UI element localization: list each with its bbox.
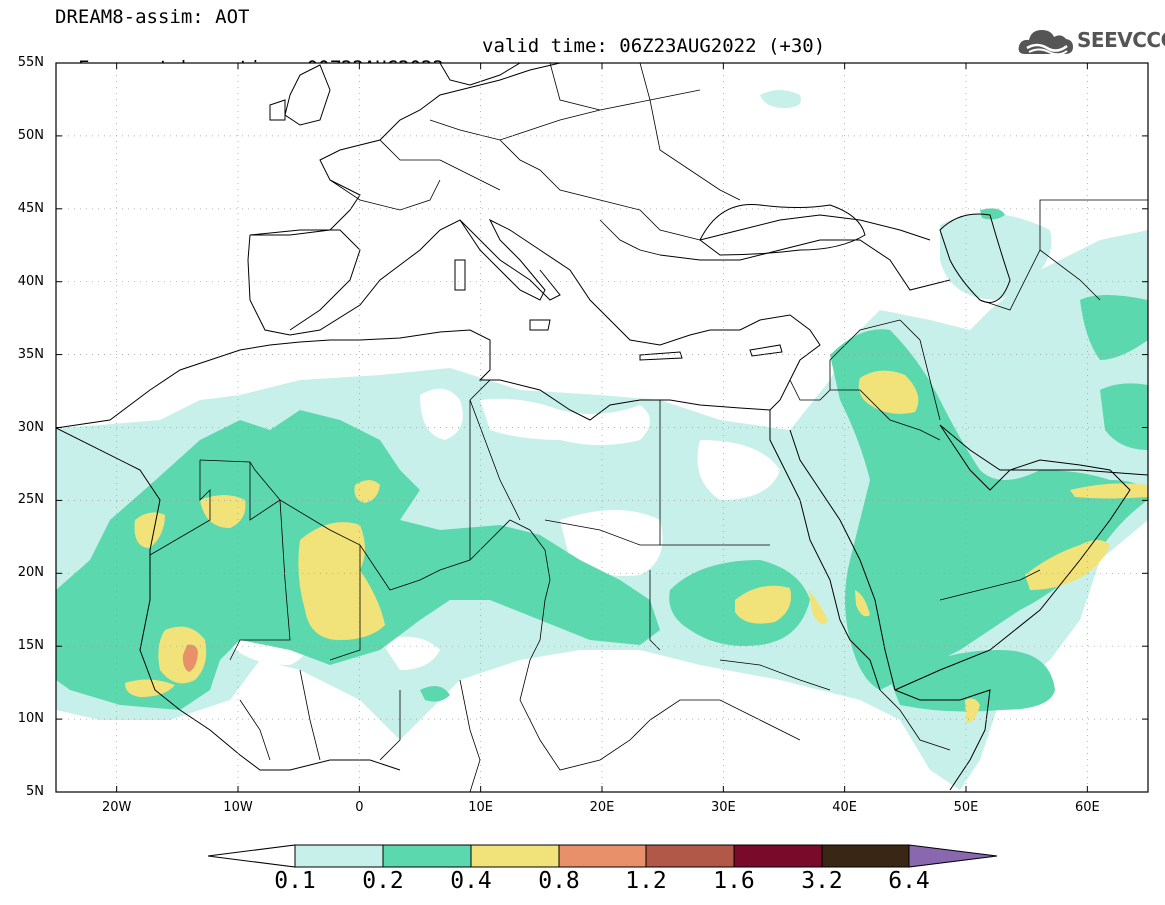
colorbar-box-3.2-6.4 — [821, 844, 910, 868]
lon-label: 20W — [101, 800, 132, 815]
seevccc-logo: SEEVCCC — [1017, 24, 1165, 58]
lat-label: 50N — [17, 127, 44, 143]
lat-label: 25N — [17, 492, 44, 508]
lon-label: 30E — [710, 800, 736, 815]
lat-label: 55N — [17, 55, 44, 70]
lon-label: 50E — [953, 800, 979, 815]
colorbar-box-0.1-0.2 — [294, 844, 384, 868]
lat-label: 10N — [17, 711, 44, 727]
colorbar-over-arrow — [908, 844, 998, 868]
colorbar-level-label: 3.2 — [801, 868, 843, 894]
colorbar-box-0.4-0.8 — [470, 844, 560, 868]
colorbar-level-label: 0.2 — [362, 868, 404, 894]
lon-label: 60E — [1074, 800, 1100, 815]
lat-label: 45N — [17, 200, 44, 216]
lon-label: 10E — [468, 800, 494, 815]
aot-contour-0.8 — [182, 644, 198, 672]
colorbar — [207, 844, 998, 868]
colorbar-box-0.2-0.4 — [382, 844, 472, 868]
lon-label: 10W — [223, 800, 253, 815]
aot-contour-0.4 — [125, 370, 1148, 723]
valid-time: valid time: 06Z23AUG2022 (+30) — [482, 35, 826, 57]
lat-label: 40N — [17, 273, 44, 289]
colorbar-level-label: 0.1 — [274, 868, 316, 894]
lat-label: 15N — [17, 638, 44, 654]
lon-label: 0 — [355, 800, 364, 815]
colorbar-level-label: 1.6 — [713, 868, 755, 894]
colorbar-level-label: 0.4 — [450, 868, 492, 894]
colorbar-level-label: 6.4 — [888, 868, 930, 894]
colorbar-box-0.8-1.2 — [558, 844, 647, 868]
lat-label: 35N — [17, 346, 44, 362]
map-frame — [55, 62, 1149, 793]
logo-text: SEEVCCC — [1077, 28, 1165, 52]
colorbar-level-label: 0.8 — [538, 868, 580, 894]
lon-label: 40E — [832, 800, 858, 815]
colorbar-under-arrow — [207, 844, 296, 868]
lat-label: 5N — [26, 784, 44, 799]
lat-label: 20N — [17, 565, 44, 581]
map-title: DREAM8-assim: AOT — [55, 6, 250, 28]
cloud-icon — [1018, 30, 1073, 56]
colorbar-box-1.6-3.2 — [733, 844, 823, 868]
lat-label: 30N — [17, 419, 44, 435]
lon-label: 20E — [589, 800, 615, 815]
colorbar-box-1.2-1.6 — [645, 844, 735, 868]
country-borders — [149, 63, 1148, 792]
colorbar-level-label: 1.2 — [625, 868, 667, 894]
